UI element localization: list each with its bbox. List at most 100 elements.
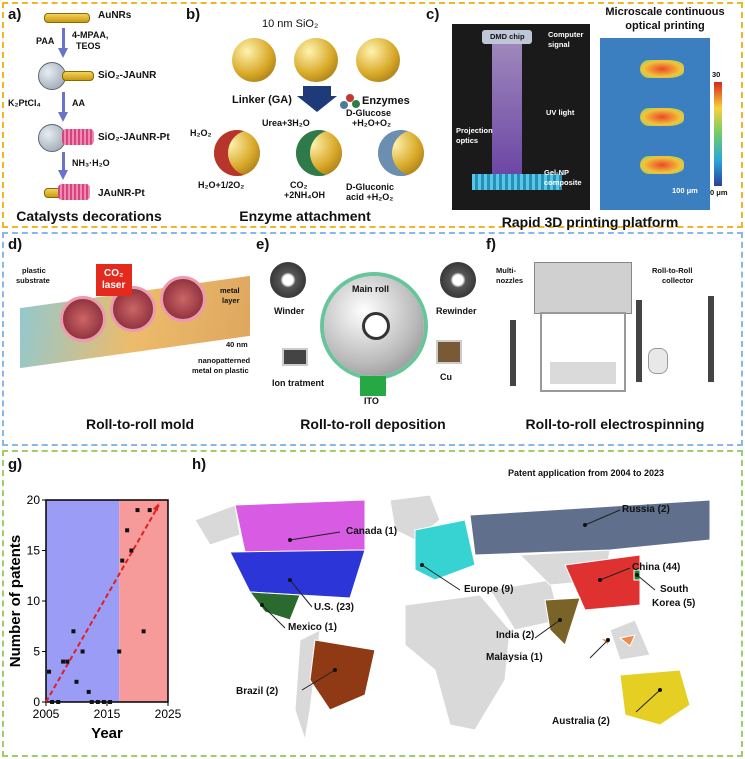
collector-roll xyxy=(648,348,668,374)
down-arrow-stem xyxy=(303,86,331,96)
map-title: Patent application from 2004 to 2023 xyxy=(508,468,665,478)
brazil-shape xyxy=(309,639,376,711)
data-point-1 xyxy=(50,700,55,704)
colorbar-max: 30 xyxy=(712,70,721,79)
y-axis-label: Number of patents xyxy=(7,535,24,668)
enzyme-sphere-green xyxy=(296,130,342,176)
printed-shape-1 xyxy=(640,60,684,78)
label-europe: Europe (9) xyxy=(464,584,514,595)
computer-label: Computer xyxy=(548,30,584,39)
printer-photo xyxy=(452,24,590,210)
metal-label-1: metal xyxy=(220,286,240,295)
mpaa-label: 4-MPAA, xyxy=(72,30,109,40)
aa-label: AA xyxy=(72,98,85,108)
printed-heightmap xyxy=(600,38,710,210)
glucose-label-1: D-Glucose xyxy=(346,108,392,118)
label-russia: Russia (2) xyxy=(622,504,670,515)
gel-label-2: composite xyxy=(544,178,582,187)
y-tick-label-2: 10 xyxy=(27,594,41,608)
us-shape xyxy=(229,549,366,599)
data-point-9 xyxy=(89,700,94,704)
x-tick-label-0: 2005 xyxy=(33,707,60,721)
data-point-10 xyxy=(95,700,100,704)
top-row-box xyxy=(2,2,743,228)
trend-line xyxy=(45,504,160,703)
gel-label-1: Gel-NP xyxy=(544,168,570,177)
data-point-6 xyxy=(74,679,79,684)
ito-source xyxy=(360,376,386,396)
roller-3 xyxy=(160,276,206,322)
dmd-chip xyxy=(482,30,532,44)
step-arrowhead-3 xyxy=(58,170,68,180)
co2-laser-box xyxy=(96,264,132,296)
colorbar-min: 0 μm xyxy=(710,188,728,197)
label-malaysia: Malaysia (1) xyxy=(486,652,543,663)
rewinder-label: Rewinder xyxy=(436,306,477,316)
step-arrowhead-2 xyxy=(58,112,68,122)
data-point-19 xyxy=(147,508,152,513)
ion-source xyxy=(282,348,308,366)
uv-label: UV light xyxy=(546,108,575,117)
russia-shape xyxy=(469,499,711,556)
alaska xyxy=(194,504,241,546)
data-point-3 xyxy=(61,659,66,664)
panel-f-letter: f) xyxy=(486,236,496,253)
data-point-2 xyxy=(56,700,61,704)
y-tick-label-0: 0 xyxy=(33,695,40,709)
india-shape xyxy=(544,597,581,646)
enzyme-sphere-blue xyxy=(378,130,424,176)
enzyme-dot-red xyxy=(346,94,354,102)
stand-2 xyxy=(636,300,642,382)
plastic-label-1: plastic xyxy=(22,266,46,275)
panel-h-letter: h) xyxy=(192,456,207,473)
data-point-5 xyxy=(71,629,76,634)
data-point-17 xyxy=(135,508,140,513)
metal-label-2: layer xyxy=(222,296,240,305)
enzyme-sphere-red xyxy=(214,130,260,176)
nano-label-1: nanopatterned xyxy=(198,356,251,365)
projection-label-2: optics xyxy=(456,136,479,145)
middle-row-box xyxy=(2,232,743,446)
multi-label-1: Multi- xyxy=(496,266,516,275)
step-arrow-3 xyxy=(62,152,65,172)
collector-label-1: Roll-to-Roll xyxy=(652,266,693,275)
world-map xyxy=(194,494,711,741)
label-us: U.S. (23) xyxy=(314,602,355,613)
sio2-jaunr-pt-label: SiO₂-JAuNR-Pt xyxy=(98,132,170,143)
h2o-o2-label: H₂O+1/2O₂ xyxy=(198,180,245,190)
main-roll-core xyxy=(362,312,390,340)
africa xyxy=(404,594,511,731)
data-point-7 xyxy=(80,649,85,654)
spinning-bed xyxy=(550,362,616,384)
label-south: South xyxy=(660,584,689,595)
collector-label-2: collector xyxy=(662,276,694,285)
laser-label: laser xyxy=(102,280,126,291)
sio2-size-label: 10 nm SiO₂ xyxy=(262,18,319,30)
data-point-4 xyxy=(65,659,70,664)
label-mexico: Mexico (1) xyxy=(288,622,337,633)
cu-source xyxy=(436,340,462,364)
down-arrow-head xyxy=(297,96,337,112)
data-point-16 xyxy=(129,548,134,553)
panel-c-caption: Rapid 3D printing platform xyxy=(501,214,679,230)
signal-label: signal xyxy=(548,40,570,49)
panel-d-letter: d) xyxy=(8,236,23,253)
aunrs-label: AuNRs xyxy=(98,10,132,21)
spinning-frame xyxy=(540,312,626,392)
nano-label-2: metal on plastic xyxy=(192,366,249,375)
aunr-rod-2 xyxy=(62,71,94,81)
co2-label: CO₂ xyxy=(290,180,308,190)
patents-chart: 0 5 10 15 20 2005 2015 2025 Year Number of patent… xyxy=(7,493,182,742)
dmd-label: DMD chip xyxy=(490,32,525,41)
panel-b-letter: b) xyxy=(186,6,201,23)
nozzle-array xyxy=(534,262,632,314)
y-tick-label-1: 5 xyxy=(33,645,40,659)
cu-label: Cu xyxy=(440,372,452,382)
x-tick-label-1: 2015 xyxy=(94,707,121,721)
printed-shape-3 xyxy=(640,156,684,174)
region-band-0 xyxy=(46,500,120,702)
step-arrow-2 xyxy=(62,92,65,114)
label-canada: Canada (1) xyxy=(346,526,398,537)
panel-e-caption: Roll-to-roll deposition xyxy=(300,416,446,432)
gold-sphere-2 xyxy=(294,38,338,82)
